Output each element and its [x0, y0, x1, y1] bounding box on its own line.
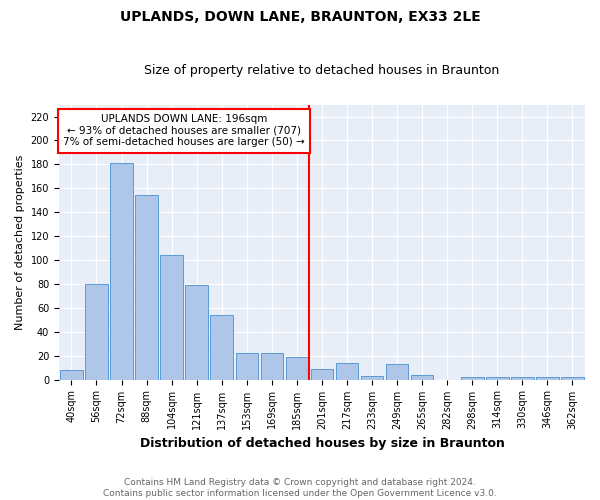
Text: Contains HM Land Registry data © Crown copyright and database right 2024.
Contai: Contains HM Land Registry data © Crown c…	[103, 478, 497, 498]
Bar	[386, 364, 409, 380]
Bar	[511, 377, 533, 380]
Bar	[60, 370, 83, 380]
Bar	[160, 255, 183, 380]
Bar	[185, 285, 208, 380]
Bar	[486, 377, 509, 380]
Bar	[411, 375, 433, 380]
X-axis label: Distribution of detached houses by size in Braunton: Distribution of detached houses by size …	[140, 437, 505, 450]
Text: UPLANDS DOWN LANE: 196sqm
← 93% of detached houses are smaller (707)
7% of semi-: UPLANDS DOWN LANE: 196sqm ← 93% of detac…	[63, 114, 305, 148]
Bar	[85, 284, 108, 380]
Bar	[286, 357, 308, 380]
Bar	[461, 377, 484, 380]
Bar	[260, 354, 283, 380]
Bar	[311, 369, 333, 380]
Bar	[536, 377, 559, 380]
Text: UPLANDS, DOWN LANE, BRAUNTON, EX33 2LE: UPLANDS, DOWN LANE, BRAUNTON, EX33 2LE	[119, 10, 481, 24]
Y-axis label: Number of detached properties: Number of detached properties	[15, 154, 25, 330]
Bar	[211, 315, 233, 380]
Bar	[110, 163, 133, 380]
Bar	[361, 376, 383, 380]
Bar	[236, 354, 258, 380]
Title: Size of property relative to detached houses in Braunton: Size of property relative to detached ho…	[145, 64, 500, 77]
Bar	[561, 377, 584, 380]
Bar	[336, 363, 358, 380]
Bar	[136, 196, 158, 380]
